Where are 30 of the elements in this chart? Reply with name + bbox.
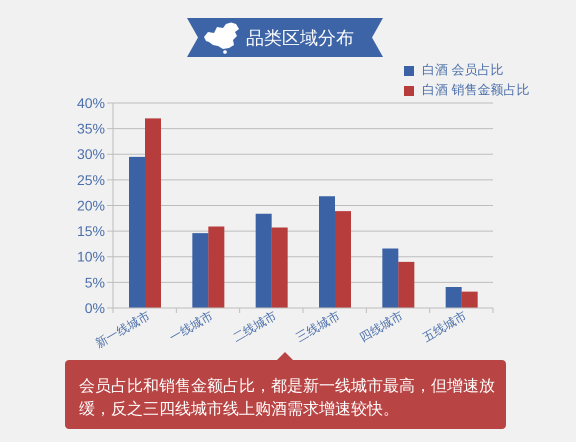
bar: [319, 196, 335, 308]
x-tick-label: 五线城市: [420, 308, 469, 345]
y-tick-label: 25%: [76, 172, 105, 188]
bar: [446, 286, 462, 308]
bar: [129, 156, 145, 308]
text: 会员占比和销售金额占比，都是新一线城市最高，但增速放缓，反之三四线城市线上购酒需求增速较快。: [79, 376, 496, 420]
legend-label: 白酒 销售金额占比: [422, 82, 530, 97]
chart-title: 品类区域分布: [246, 27, 354, 50]
bar: [398, 262, 414, 308]
y-tick-label: 15%: [76, 223, 105, 240]
y-tick-label: 0%: [84, 300, 105, 316]
y-tick-label: 5%: [84, 274, 105, 290]
y-tick-label: 20%: [76, 197, 105, 214]
x-tick-label: 一线城市: [166, 308, 216, 345]
bar: [462, 292, 478, 308]
bar: [208, 226, 224, 308]
bar: [272, 228, 288, 308]
x-tick-label: 三线城市: [294, 308, 342, 345]
x-tick-label: 四线城市: [356, 308, 406, 345]
bar: [382, 248, 398, 308]
bar: [256, 214, 272, 308]
bar: [335, 211, 351, 308]
y-tick-label: 35%: [76, 120, 105, 137]
y-tick-label: 10%: [76, 248, 105, 265]
y-tick-label: 30%: [76, 146, 105, 162]
bar: [145, 118, 161, 308]
y-tick-label: 40%: [76, 94, 105, 111]
bar: [192, 233, 208, 308]
x-tick-label: 二线城市: [230, 308, 279, 345]
legend-label: 白酒 会员占比: [422, 62, 504, 77]
